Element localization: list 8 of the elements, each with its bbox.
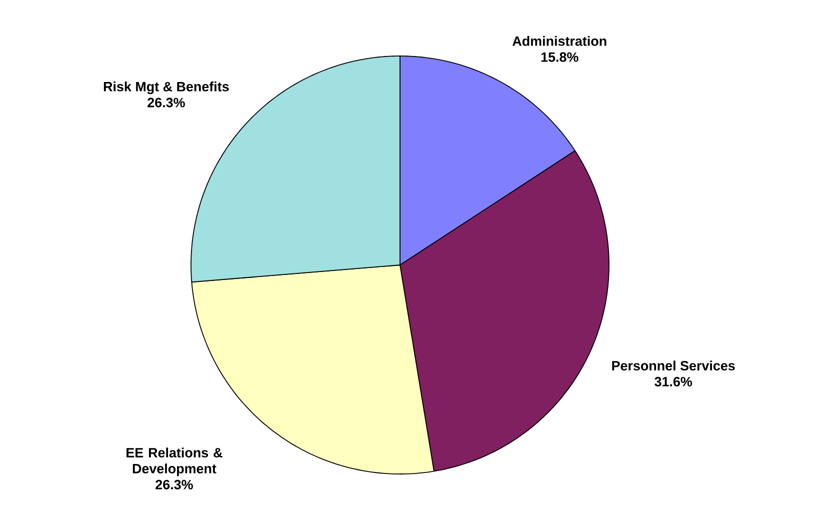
slice-label: EE Relations & Development: [126, 448, 222, 476]
data-label: 26.3%: [156, 480, 193, 490]
data-label: 31.6%: [654, 376, 692, 386]
data-label: 26.3%: [148, 98, 185, 108]
slice-label: Risk Mgt & Benefits: [104, 82, 229, 94]
data-label: 15.8%: [541, 52, 578, 62]
slice-label: Personnel Services: [612, 360, 735, 370]
slice-label: Administration: [512, 36, 606, 46]
